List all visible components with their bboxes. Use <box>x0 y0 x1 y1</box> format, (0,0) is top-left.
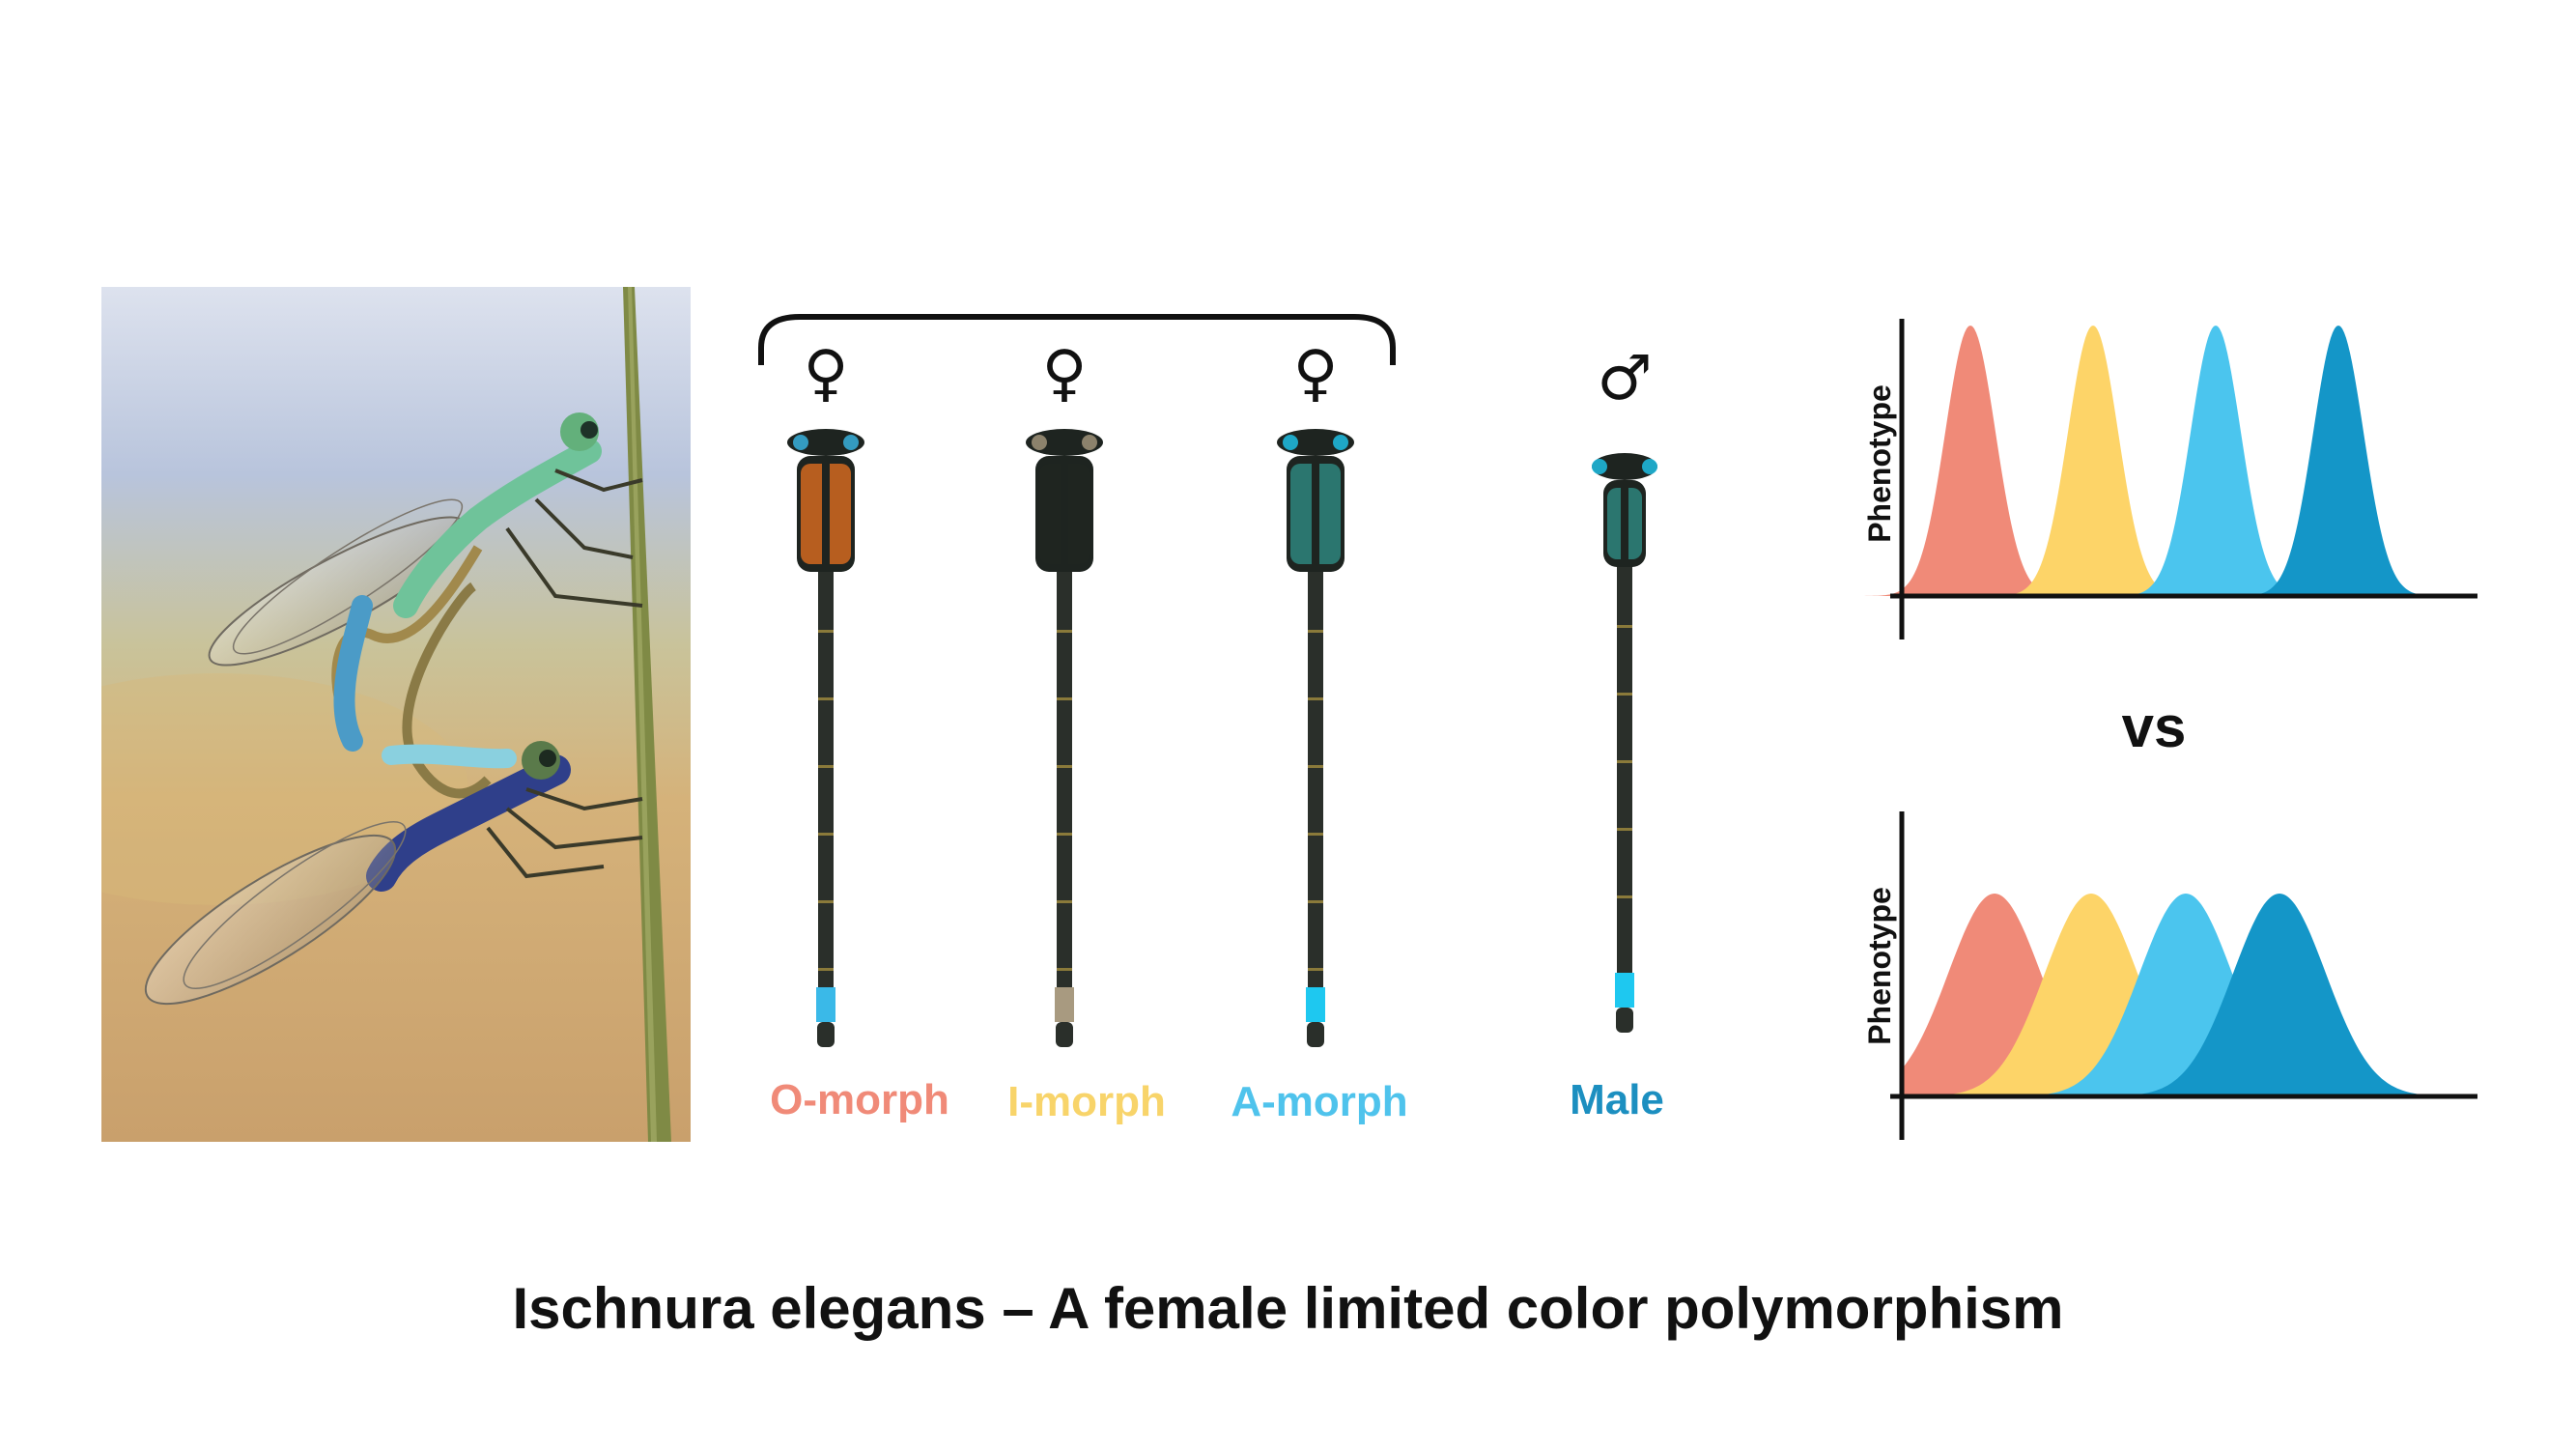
eye-spot <box>843 435 859 450</box>
segment-ring <box>1308 765 1323 768</box>
segment-ring <box>1308 968 1323 971</box>
female-symbol: ♀ <box>1292 338 1339 410</box>
segment-ring <box>1308 697 1323 700</box>
eye-spot <box>1592 459 1607 474</box>
morph-distribution-curve <box>1927 894 2255 1096</box>
head <box>1592 453 1657 480</box>
morph-distribution-curve <box>1904 894 2159 1096</box>
morph-distribution-curve <box>2232 326 2445 596</box>
y-axis-label: Phenotype <box>1862 887 1897 1045</box>
y-axis-label: Phenotype <box>1862 384 1897 543</box>
segment-ring <box>1057 833 1072 836</box>
male-label: Male <box>1570 1076 1664 1123</box>
thorax-stripe <box>1061 464 1068 564</box>
morph-distribution-curve <box>2115 894 2444 1096</box>
abdomen <box>818 572 834 995</box>
damselfly-photo <box>101 287 691 1142</box>
specimen-a-morph <box>1258 425 1373 1058</box>
thorax-stripe <box>1312 464 1319 564</box>
tail-tip <box>1056 1022 1073 1047</box>
segment-ring <box>1617 828 1632 831</box>
segment-ring <box>1308 833 1323 836</box>
abdomen <box>1057 572 1072 995</box>
head <box>787 429 864 456</box>
segment-ring <box>1617 760 1632 763</box>
segment-ring <box>818 968 834 971</box>
abdomen <box>1308 572 1323 995</box>
i-morph-label: I-morph <box>1007 1078 1166 1125</box>
figure-caption: Ischnura elegans – A female limited colo… <box>512 1276 2064 1341</box>
o-morph-label: O-morph <box>770 1076 949 1123</box>
segment-ring <box>1617 693 1632 696</box>
thorax-stripe <box>1621 488 1628 559</box>
specimen-male <box>1567 449 1683 1043</box>
male-symbol: ♂ <box>1597 343 1653 414</box>
segment-ring <box>1057 697 1072 700</box>
a-morph-label: A-morph <box>1231 1078 1408 1125</box>
specimen-o-morph <box>768 425 884 1058</box>
female-symbol: ♀ <box>803 338 849 410</box>
head <box>1026 429 1103 456</box>
segment-ring <box>1308 900 1323 903</box>
segment-ring <box>1057 765 1072 768</box>
morph-distribution-curve <box>1864 326 2077 596</box>
tail-tip <box>1307 1022 1324 1047</box>
specimen-i-morph <box>1006 425 1122 1058</box>
tail-spot <box>816 987 835 1022</box>
segment-ring <box>1308 630 1323 633</box>
morph-distribution-curve <box>2022 894 2350 1096</box>
abdomen <box>1617 567 1632 980</box>
morph-distribution-curve <box>1987 326 2199 596</box>
tail-tip <box>817 1022 835 1047</box>
segment-ring <box>818 765 834 768</box>
eye-spot <box>793 435 808 450</box>
segment-ring <box>818 697 834 700</box>
tail-spot <box>1055 987 1074 1022</box>
segment-ring <box>1057 968 1072 971</box>
segment-ring <box>1057 630 1072 633</box>
eye-spot <box>1642 459 1657 474</box>
thorax-stripe <box>822 464 830 564</box>
female-symbol: ♀ <box>1041 338 1088 410</box>
vs-label: vs <box>2121 695 2187 759</box>
segment-ring <box>1617 895 1632 898</box>
eye-spot <box>1032 435 1047 450</box>
distinct-morphs-chart: Phenotype <box>1840 290 2477 667</box>
segment-ring <box>1617 625 1632 628</box>
head <box>1277 429 1354 456</box>
segment-ring <box>818 630 834 633</box>
eye-spot <box>1283 435 1298 450</box>
segment-ring <box>1057 900 1072 903</box>
segment-ring <box>818 833 834 836</box>
overlapping-morphs-chart: Phenotype <box>1840 792 2477 1169</box>
morph-distribution-curve <box>2109 326 2322 596</box>
segment-ring <box>818 900 834 903</box>
tail-spot <box>1306 987 1325 1022</box>
tail-tip <box>1616 1008 1633 1033</box>
eye-spot <box>1082 435 1097 450</box>
tail-spot <box>1615 973 1634 1008</box>
eye-spot <box>1333 435 1348 450</box>
female-group-bracket <box>753 309 1401 367</box>
